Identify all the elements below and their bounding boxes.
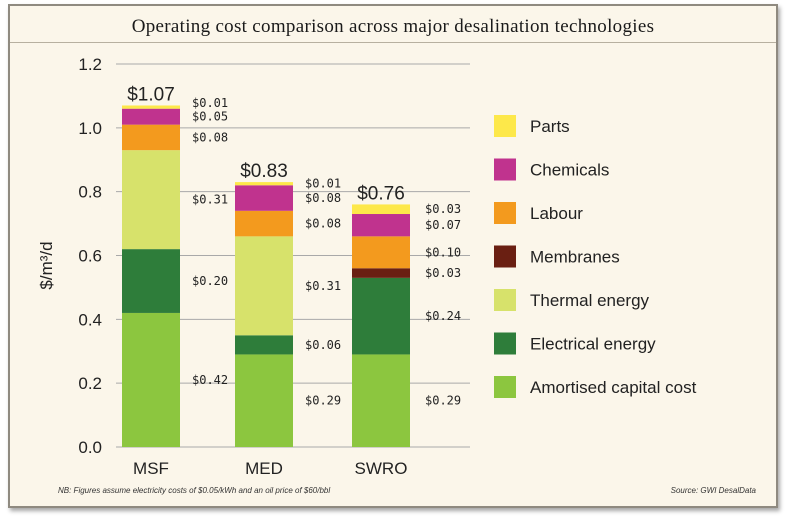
legend-swatch bbox=[494, 376, 516, 398]
footnote: NB: Figures assume electricity costs of … bbox=[58, 486, 331, 495]
value-label: $0.29 bbox=[305, 394, 341, 408]
legend-label: Electrical energy bbox=[530, 335, 656, 354]
y-axis-title: $/m³/d bbox=[37, 241, 56, 289]
value-label: $0.08 bbox=[305, 191, 341, 205]
bar-segment bbox=[122, 124, 180, 151]
legend-label: Labour bbox=[530, 204, 583, 223]
y-tick-label: 1.2 bbox=[78, 55, 102, 74]
value-label: $0.03 bbox=[425, 266, 461, 280]
stacked-bar-chart: 0.0 0.2 0.4 0.6 0.8 1.0 1.2 $/m³/d $0.42 $0.20 $0.… bbox=[37, 55, 697, 478]
y-tick-label: 0.4 bbox=[78, 310, 102, 329]
bar-segment bbox=[235, 236, 293, 336]
y-tick-label: 0.8 bbox=[78, 183, 102, 202]
legend-swatch bbox=[494, 289, 516, 311]
y-tick-label: 0.6 bbox=[78, 247, 102, 266]
title-bar: Operating cost comparison across major d… bbox=[10, 6, 776, 43]
bar-segment bbox=[235, 182, 293, 186]
value-label: $0.10 bbox=[425, 245, 461, 259]
value-label: $0.01 bbox=[192, 96, 228, 110]
value-label: $0.03 bbox=[425, 202, 461, 216]
value-label: $0.29 bbox=[425, 394, 461, 408]
value-label: $0.07 bbox=[425, 218, 461, 232]
bar-segment bbox=[352, 354, 410, 447]
legend-label: Chemicals bbox=[530, 161, 609, 180]
legend-swatch bbox=[494, 115, 516, 137]
bar-segment bbox=[235, 210, 293, 237]
bar-segment bbox=[122, 249, 180, 313]
value-label: $0.31 bbox=[305, 279, 341, 293]
bar-segment bbox=[122, 105, 180, 109]
x-tick-label: SWRO bbox=[355, 459, 408, 478]
bar-segment bbox=[235, 354, 293, 447]
chart-frame: Operating cost comparison across major d… bbox=[8, 4, 778, 508]
bar-segment bbox=[235, 185, 293, 211]
bar-segment bbox=[352, 214, 410, 237]
bar-segment bbox=[352, 236, 410, 269]
y-tick-label: 1.0 bbox=[78, 119, 102, 138]
value-label: $0.06 bbox=[305, 338, 341, 352]
y-tick-label: 0.2 bbox=[78, 374, 102, 393]
legend-label: Thermal energy bbox=[530, 291, 650, 310]
legend-label: Parts bbox=[530, 117, 570, 136]
bar-segment bbox=[122, 312, 180, 447]
value-label: $0.24 bbox=[425, 309, 461, 323]
total-label: $1.07 bbox=[127, 84, 175, 105]
value-label: $0.08 bbox=[192, 130, 228, 144]
x-tick-label: MED bbox=[245, 459, 283, 478]
legend-label: Amortised capital cost bbox=[530, 378, 697, 397]
legend-swatch bbox=[494, 202, 516, 224]
bar-segment bbox=[352, 204, 410, 215]
legend-swatch bbox=[494, 245, 516, 268]
legend-label: Membranes bbox=[530, 248, 620, 267]
bar-segment bbox=[122, 150, 180, 250]
bar-segment bbox=[235, 335, 293, 355]
legend-swatch bbox=[494, 158, 516, 181]
bar-segment bbox=[122, 108, 180, 125]
total-label: $0.76 bbox=[357, 183, 405, 204]
value-label: $0.20 bbox=[192, 274, 228, 288]
value-label: $0.42 bbox=[192, 373, 228, 387]
chart-title: Operating cost comparison across major d… bbox=[131, 16, 655, 37]
total-label: $0.83 bbox=[240, 161, 288, 182]
source-note: Source: GWI DesalData bbox=[670, 486, 756, 495]
bar-segment bbox=[352, 268, 410, 278]
x-tick-label: MSF bbox=[133, 459, 169, 478]
value-label: $0.01 bbox=[305, 177, 341, 191]
value-label: $0.05 bbox=[192, 110, 228, 124]
value-label: $0.31 bbox=[192, 193, 228, 207]
bar-segment bbox=[352, 277, 410, 355]
legend-swatch bbox=[494, 332, 516, 355]
value-label: $0.08 bbox=[305, 217, 341, 231]
y-tick-label: 0.0 bbox=[78, 438, 102, 457]
